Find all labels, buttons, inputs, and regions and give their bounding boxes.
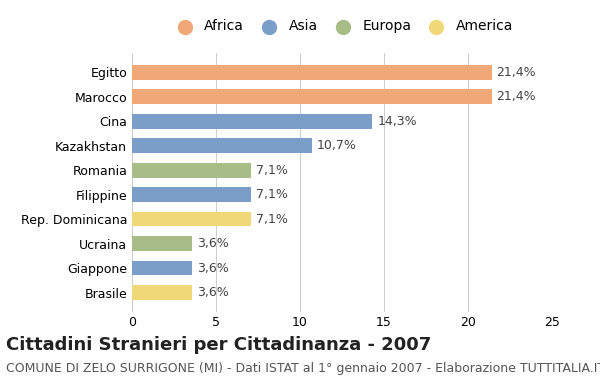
Bar [132, 114, 372, 128]
Legend: Africa, Asia, Europa, America: Africa, Asia, Europa, America [166, 14, 518, 39]
Text: 3,6%: 3,6% [197, 286, 229, 299]
Text: 7,1%: 7,1% [256, 164, 288, 177]
Bar [132, 65, 491, 80]
Text: 14,3%: 14,3% [377, 115, 417, 128]
Text: 21,4%: 21,4% [497, 66, 536, 79]
Bar [132, 138, 312, 153]
Bar [132, 236, 193, 251]
Text: 10,7%: 10,7% [317, 139, 356, 152]
Bar [132, 163, 251, 177]
Text: 7,1%: 7,1% [256, 188, 288, 201]
Bar [132, 285, 193, 300]
Text: 3,6%: 3,6% [197, 237, 229, 250]
Text: 21,4%: 21,4% [497, 90, 536, 103]
Bar [132, 187, 251, 202]
Bar [132, 212, 251, 226]
Text: 7,1%: 7,1% [256, 212, 288, 226]
Bar [132, 89, 491, 104]
Text: Cittadini Stranieri per Cittadinanza - 2007: Cittadini Stranieri per Cittadinanza - 2… [6, 336, 431, 354]
Bar [132, 261, 193, 276]
Text: COMUNE DI ZELO SURRIGONE (MI) - Dati ISTAT al 1° gennaio 2007 - Elaborazione TUT: COMUNE DI ZELO SURRIGONE (MI) - Dati IST… [6, 363, 600, 375]
Text: 3,6%: 3,6% [197, 261, 229, 274]
